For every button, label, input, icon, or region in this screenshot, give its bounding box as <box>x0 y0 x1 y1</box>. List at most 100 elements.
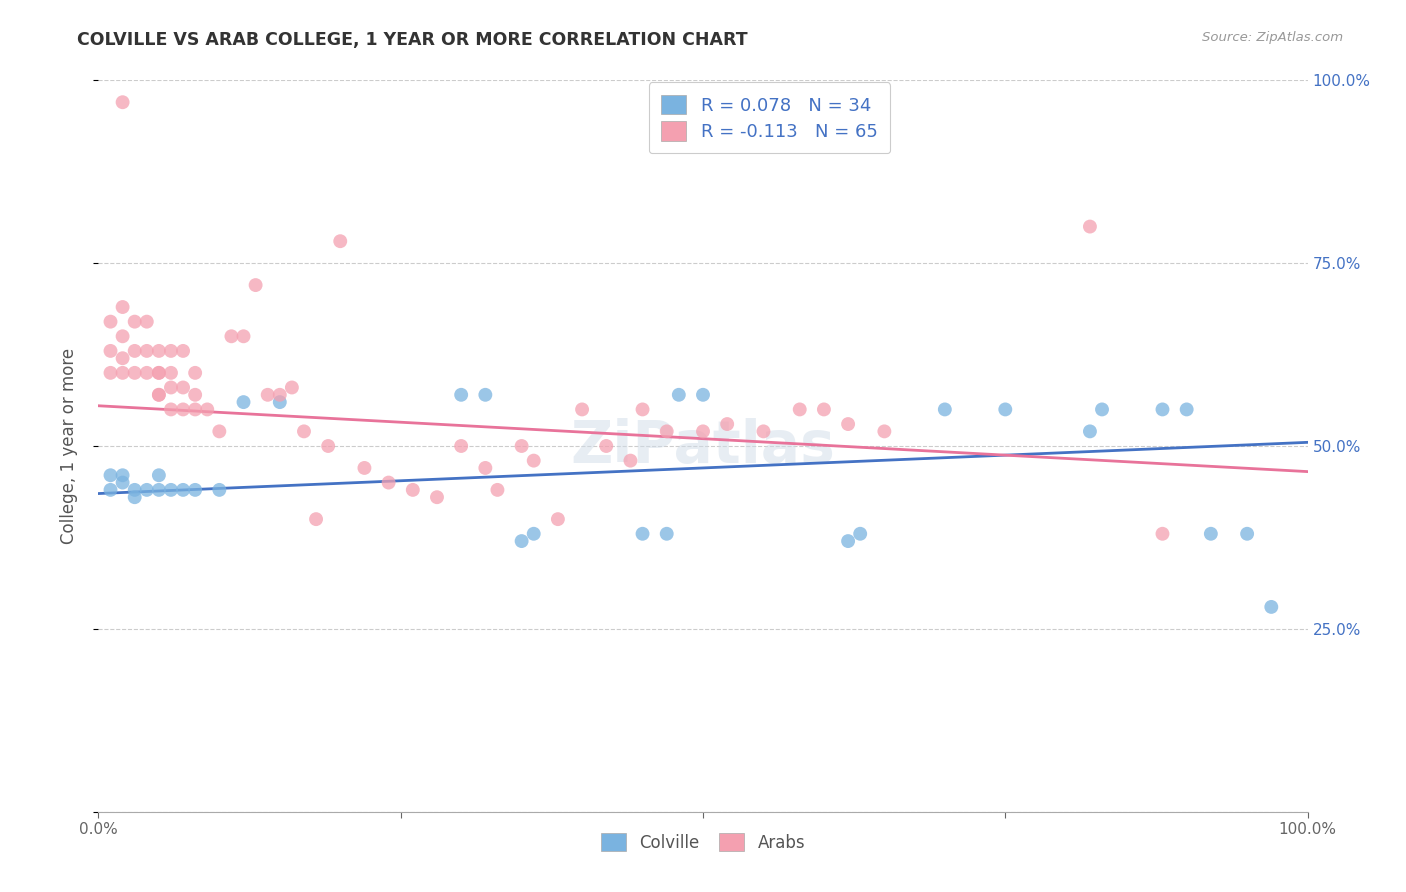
Point <box>571 402 593 417</box>
Point <box>474 388 496 402</box>
Point <box>619 453 641 467</box>
Point <box>111 468 134 483</box>
Point <box>160 483 183 497</box>
Point <box>245 278 267 293</box>
Text: COLVILLE VS ARAB COLLEGE, 1 YEAR OR MORE CORRELATION CHART: COLVILLE VS ARAB COLLEGE, 1 YEAR OR MORE… <box>77 31 748 49</box>
Point <box>837 534 859 549</box>
Point <box>655 425 678 439</box>
Point <box>148 388 170 402</box>
Point <box>377 475 399 490</box>
Point <box>256 388 278 402</box>
Point <box>631 526 654 541</box>
Point <box>486 483 509 497</box>
Point <box>1152 402 1174 417</box>
Point <box>1260 599 1282 614</box>
Point <box>160 402 183 417</box>
Point <box>208 425 231 439</box>
Point <box>184 483 207 497</box>
Point <box>1175 402 1198 417</box>
Text: ZiPatlas: ZiPatlas <box>571 417 835 475</box>
Text: Source: ZipAtlas.com: Source: ZipAtlas.com <box>1202 31 1343 45</box>
Point <box>292 425 315 439</box>
Point <box>269 388 291 402</box>
Point <box>281 380 304 394</box>
Point <box>172 483 194 497</box>
Point <box>100 468 122 483</box>
Point <box>160 380 183 394</box>
Point <box>873 425 896 439</box>
Point <box>269 395 291 409</box>
Point <box>1199 526 1222 541</box>
Point <box>184 402 207 417</box>
Legend: Colville, Arabs: Colville, Arabs <box>595 826 811 858</box>
Point <box>172 343 194 358</box>
Point <box>111 475 134 490</box>
Point <box>135 343 157 358</box>
Point <box>148 483 170 497</box>
Point <box>208 483 231 497</box>
Point <box>353 461 375 475</box>
Point <box>135 483 157 497</box>
Point <box>100 343 122 358</box>
Point <box>668 388 690 402</box>
Point <box>221 329 243 343</box>
Point <box>160 343 183 358</box>
Point <box>426 490 449 504</box>
Point <box>595 439 617 453</box>
Point <box>124 483 146 497</box>
Point <box>111 300 134 314</box>
Point <box>474 461 496 475</box>
Point <box>510 439 533 453</box>
Point <box>849 526 872 541</box>
Point <box>523 453 546 467</box>
Point <box>148 388 170 402</box>
Point <box>837 417 859 431</box>
Point <box>111 329 134 343</box>
Point <box>316 439 339 453</box>
Point <box>789 402 811 417</box>
Point <box>135 366 157 380</box>
Point <box>160 366 183 380</box>
Point <box>172 402 194 417</box>
Point <box>1236 526 1258 541</box>
Point <box>329 234 352 248</box>
Point <box>450 388 472 402</box>
Point <box>184 366 207 380</box>
Point <box>994 402 1017 417</box>
Point <box>111 95 134 110</box>
Point <box>135 315 157 329</box>
Point <box>172 380 194 394</box>
Point <box>305 512 328 526</box>
Point <box>232 395 254 409</box>
Point <box>148 343 170 358</box>
Point <box>111 351 134 366</box>
Point <box>124 366 146 380</box>
Point <box>148 366 170 380</box>
Point <box>716 417 738 431</box>
Point <box>450 439 472 453</box>
Point <box>124 490 146 504</box>
Point <box>1078 219 1101 234</box>
Point <box>124 343 146 358</box>
Point <box>100 315 122 329</box>
Point <box>148 468 170 483</box>
Point <box>402 483 425 497</box>
Point <box>692 425 714 439</box>
Point <box>547 512 569 526</box>
Point <box>1091 402 1114 417</box>
Point <box>752 425 775 439</box>
Point <box>232 329 254 343</box>
Point <box>100 366 122 380</box>
Point <box>111 366 134 380</box>
Point <box>631 402 654 417</box>
Point <box>184 388 207 402</box>
Point <box>523 526 546 541</box>
Point <box>148 366 170 380</box>
Point <box>195 402 218 417</box>
Point <box>100 483 122 497</box>
Point <box>124 315 146 329</box>
Point <box>934 402 956 417</box>
Point <box>813 402 835 417</box>
Y-axis label: College, 1 year or more: College, 1 year or more <box>59 348 77 544</box>
Point <box>1078 425 1101 439</box>
